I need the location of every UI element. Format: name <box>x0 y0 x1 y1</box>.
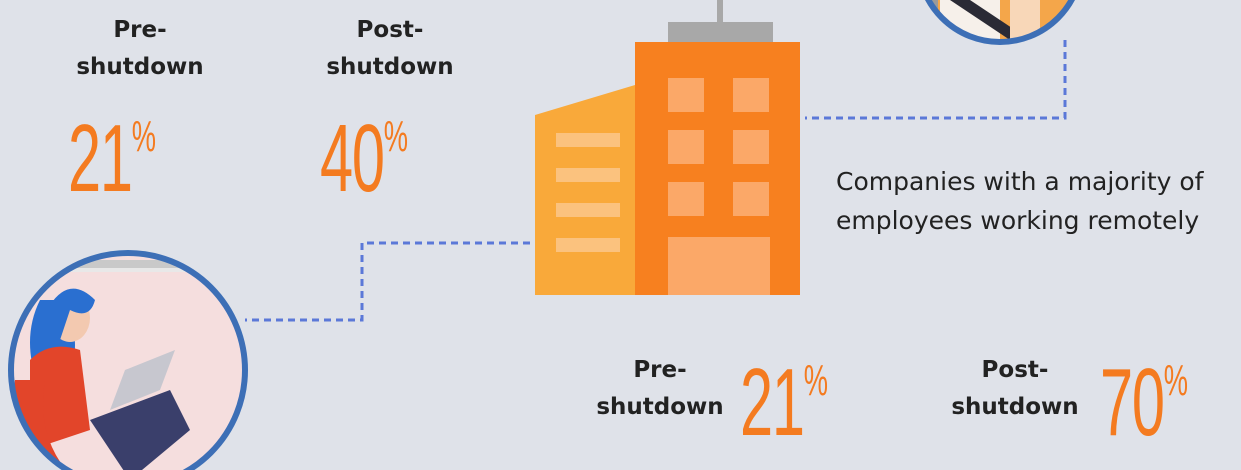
infographic: Pre-shutdown 21% Post-shutdown 40% Compa… <box>0 0 1241 470</box>
stat-figure: 21% <box>740 348 828 458</box>
stat-label: Post-shutdown <box>315 12 465 86</box>
stat-unit: % <box>384 112 408 162</box>
worker-portrait <box>0 253 260 470</box>
stat-unit: % <box>132 112 156 162</box>
stat-value: 21 <box>68 104 132 214</box>
stat-figure: 70% <box>1100 348 1188 458</box>
stat-label: Pre-shutdown <box>590 352 730 426</box>
stat-value: 40 <box>320 104 384 214</box>
stat-value: 21 <box>740 348 804 458</box>
stat-figure: 21% <box>68 104 156 214</box>
stat-value: 70 <box>1100 348 1164 458</box>
stat-unit: % <box>804 356 828 406</box>
caption: Companies with a majority of employees w… <box>836 162 1241 240</box>
worker-portrait <box>918 0 1100 42</box>
stat-unit: % <box>1164 356 1188 406</box>
stat-figure: 40% <box>320 104 408 214</box>
building <box>535 0 800 295</box>
stat-label: Pre-shutdown <box>75 12 205 86</box>
stat-label: Post-shutdown <box>940 352 1090 426</box>
